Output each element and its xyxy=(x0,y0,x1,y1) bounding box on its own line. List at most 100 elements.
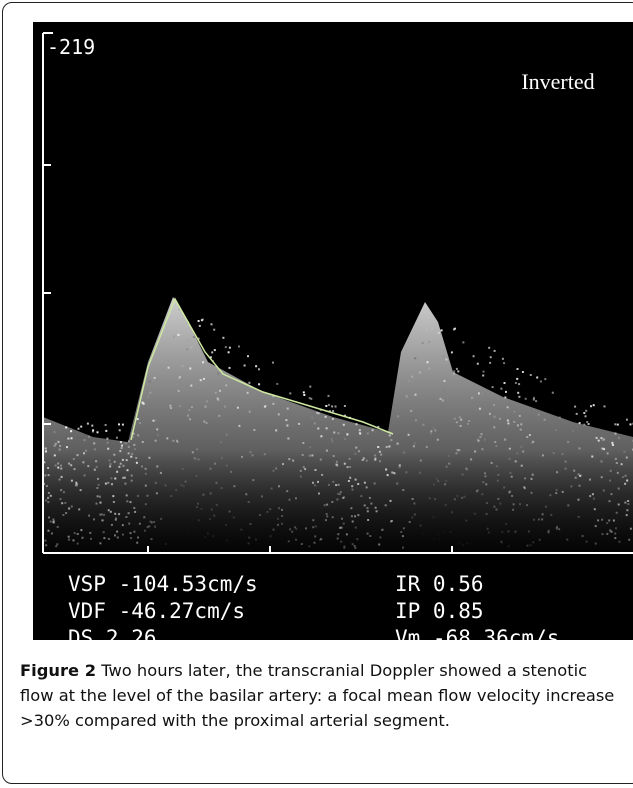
speckle xyxy=(471,396,474,399)
speckle xyxy=(224,346,227,349)
speckle xyxy=(378,450,381,453)
speckle xyxy=(277,413,280,416)
speckle xyxy=(564,460,567,463)
speckle xyxy=(520,464,523,467)
speckle xyxy=(486,527,489,530)
speckle xyxy=(592,497,595,500)
speckle xyxy=(529,374,532,376)
speckle xyxy=(594,542,597,545)
speckle xyxy=(228,510,231,513)
speckle xyxy=(122,464,125,467)
speckle xyxy=(45,485,48,487)
speckle xyxy=(476,362,479,365)
speckle xyxy=(506,406,509,409)
speckle xyxy=(113,460,116,463)
speckle xyxy=(90,537,92,540)
speckle xyxy=(174,525,177,528)
speckle xyxy=(282,463,284,466)
speckle xyxy=(85,449,87,452)
speckle xyxy=(294,526,297,529)
speckle xyxy=(93,468,96,471)
speckle xyxy=(627,503,630,506)
speckle xyxy=(312,519,315,522)
speckle xyxy=(339,526,341,529)
measurement: Vm -68.36cm/s xyxy=(395,626,559,640)
speckle xyxy=(313,422,316,425)
speckle xyxy=(363,481,366,484)
speckle xyxy=(146,494,149,497)
speckle xyxy=(405,395,408,398)
speckle xyxy=(325,405,328,407)
speckle xyxy=(358,450,361,453)
speckle xyxy=(533,396,535,399)
speckle xyxy=(624,482,627,485)
speckle xyxy=(335,484,338,487)
speckle xyxy=(473,512,476,515)
speckle xyxy=(196,448,199,451)
speckle xyxy=(629,527,632,530)
speckle xyxy=(356,538,359,541)
speckle xyxy=(561,453,564,455)
speckle xyxy=(67,437,70,440)
speckle xyxy=(299,469,302,472)
speckle xyxy=(458,449,461,452)
speckle xyxy=(70,437,73,440)
speckle xyxy=(544,378,547,381)
speckle xyxy=(449,530,452,533)
speckle xyxy=(144,484,147,487)
speckle xyxy=(192,336,195,338)
speckle xyxy=(144,503,147,506)
speckle xyxy=(499,417,501,420)
speckle xyxy=(148,456,151,459)
speckle xyxy=(374,458,377,461)
speckle xyxy=(186,348,189,351)
speckle xyxy=(98,495,101,498)
speckle xyxy=(178,405,181,408)
speckle xyxy=(456,449,459,451)
speckle xyxy=(55,545,58,548)
speckle xyxy=(328,410,331,413)
speckle xyxy=(68,538,70,541)
speckle xyxy=(336,537,339,540)
speckle xyxy=(537,413,540,416)
speckle xyxy=(493,505,496,508)
speckle xyxy=(532,398,535,401)
speckle xyxy=(195,506,198,509)
speckle xyxy=(602,489,605,492)
speckle xyxy=(232,516,235,519)
speckle xyxy=(321,473,324,476)
speckle xyxy=(494,441,497,443)
speckle xyxy=(467,422,469,425)
speckle xyxy=(225,464,228,467)
speckle xyxy=(590,405,592,408)
speckle xyxy=(270,487,273,490)
speckle xyxy=(391,471,394,474)
speckle xyxy=(374,457,377,460)
speckle xyxy=(600,476,603,479)
speckle xyxy=(354,478,357,481)
speckle xyxy=(425,445,428,448)
speckle xyxy=(616,423,619,426)
speckle xyxy=(436,438,439,441)
speckle xyxy=(523,486,526,489)
speckle xyxy=(275,429,278,432)
speckle xyxy=(331,440,334,443)
speckle xyxy=(314,535,317,538)
speckle xyxy=(566,538,569,541)
speckle xyxy=(127,512,130,515)
speckle xyxy=(60,489,63,492)
speckle xyxy=(412,445,415,448)
speckle xyxy=(96,495,99,498)
speckle xyxy=(366,532,369,535)
speckle xyxy=(240,528,243,531)
speckle xyxy=(248,381,251,384)
speckle xyxy=(213,328,216,331)
speckle xyxy=(626,418,628,421)
speckle xyxy=(358,429,361,432)
speckle xyxy=(56,525,59,528)
speckle xyxy=(586,421,589,423)
speckle xyxy=(136,494,139,497)
speckle xyxy=(319,458,322,461)
speckle xyxy=(76,533,79,535)
speckle xyxy=(495,445,498,447)
